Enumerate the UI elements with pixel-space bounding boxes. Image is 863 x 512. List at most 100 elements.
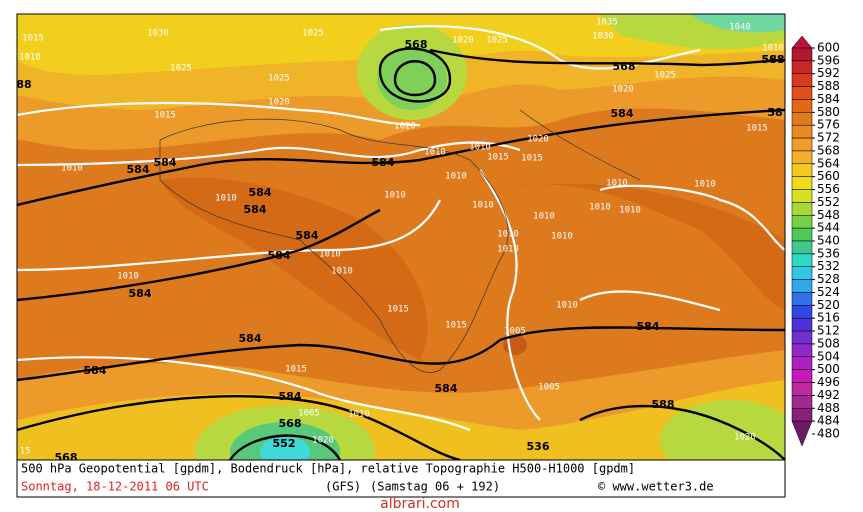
pressure-label: 1010	[331, 267, 353, 277]
geopotential-label: 584	[637, 320, 660, 333]
pressure-label: 1010	[319, 250, 341, 260]
pressure-label: 1015	[445, 321, 467, 331]
legend-label: 488	[817, 401, 840, 415]
isobars	[17, 25, 785, 432]
pressure-label: 1025	[170, 64, 192, 74]
legend-label: 528	[817, 272, 840, 286]
legend-cell	[791, 99, 813, 113]
pressure-label: 1010	[117, 272, 139, 282]
legend-label: 600	[817, 41, 840, 55]
legend-label: 480	[817, 427, 840, 441]
caption-run: (Samstag 06 + 192)	[370, 480, 500, 494]
geopotential-label: 584	[127, 163, 150, 176]
legend-label: 532	[817, 259, 840, 273]
legend-cell	[791, 112, 813, 126]
legend-label: 492	[817, 388, 840, 402]
pressure-label: 1030	[147, 29, 169, 39]
legend-cell	[791, 137, 813, 152]
legend-cell	[791, 60, 813, 74]
pressure-label: 1025	[654, 71, 676, 81]
geopotential-lines	[17, 47, 785, 460]
legend-cell	[791, 227, 813, 242]
pressure-label: 1010	[551, 232, 573, 242]
legend-label: 584	[817, 92, 840, 106]
geopotential-label: 584	[435, 382, 458, 395]
legend-cell	[791, 408, 813, 422]
pressure-label: 1010	[384, 191, 406, 201]
borders	[159, 109, 641, 373]
geopotential-label: 584	[611, 107, 634, 120]
pressure-label: 1035	[596, 18, 618, 28]
pressure-label: 1040	[729, 23, 751, 33]
legend-cell	[791, 266, 813, 280]
pressure-label: 1010	[348, 410, 370, 420]
geopotential-label: 584	[279, 390, 302, 403]
pressure-label: 1010	[19, 53, 41, 63]
legend-label: 580	[817, 105, 840, 119]
legend-label: 504	[817, 349, 840, 363]
legend-label: 524	[817, 285, 840, 299]
geopotential-label: 88	[16, 78, 31, 91]
legend-label: 512	[817, 324, 840, 338]
pressure-label: 1020	[394, 122, 416, 132]
legend-cell	[791, 317, 813, 332]
legend-cell	[791, 47, 813, 62]
geopotential-label: 536	[527, 440, 550, 453]
legend-cap	[791, 420, 813, 447]
legend-label: 560	[817, 169, 840, 183]
legend-label: 536	[817, 246, 840, 260]
pressure-label: 1010	[469, 143, 491, 153]
legend-label: 516	[817, 311, 840, 325]
legend-label: 592	[817, 66, 840, 80]
pressure-label: 1005	[298, 409, 320, 419]
legend-cell	[791, 382, 813, 396]
pressure-label: 1025	[268, 74, 290, 84]
legend-label: 544	[817, 221, 840, 235]
geopotential-label: 568	[405, 38, 428, 51]
geopotential-label: 584	[372, 156, 395, 169]
legend-label: 556	[817, 182, 840, 196]
legend-label: 572	[817, 131, 840, 145]
legend-cell	[791, 343, 813, 358]
pressure-label: 1015	[387, 305, 409, 315]
geopotential-label: 584	[268, 249, 291, 262]
legend-cell	[791, 356, 813, 370]
pressure-label: 1010	[533, 212, 555, 222]
pressure-label: 1015	[285, 365, 307, 375]
legend-cell	[791, 176, 813, 190]
legend-cell	[791, 163, 813, 177]
pressure-label: 1010	[497, 245, 519, 255]
legend-cell	[791, 124, 813, 139]
caption-model: (GFS)	[325, 480, 361, 494]
pressure-label: 1015	[154, 111, 176, 121]
pressure-label: 1010	[589, 203, 611, 213]
caption-source: © www.wetter3.de	[598, 480, 714, 494]
pressure-label: 15	[20, 447, 31, 457]
legend-cell	[791, 279, 813, 293]
pressure-label: 1020	[268, 98, 290, 108]
geopotential-label: 568	[279, 417, 302, 430]
legend-cell	[791, 86, 813, 100]
pressure-label: 1015	[22, 34, 44, 44]
pressure-label: 1010	[424, 148, 446, 158]
caption-box	[16, 459, 786, 498]
legend-cell	[791, 202, 813, 216]
legend-cell	[791, 215, 813, 229]
geopotential-label: 584	[239, 332, 262, 345]
pressure-label: 1010	[762, 44, 784, 54]
geopotential-label: 584	[154, 156, 177, 169]
legend-label: 596	[817, 53, 840, 67]
pressure-label: 1010	[61, 164, 83, 174]
pressure-label: 1005	[504, 327, 526, 337]
geopotential-label: 584	[84, 364, 107, 377]
geopotential-label: 58	[767, 106, 782, 119]
pressure-label: 1010	[606, 179, 628, 189]
legend-cell	[791, 253, 813, 267]
pressure-label: 1010	[497, 230, 519, 240]
pressure-label: 1010	[556, 301, 578, 311]
pressure-label: 1020	[734, 433, 756, 443]
geopotential-label: 584	[244, 203, 267, 216]
legend-label: 496	[817, 375, 840, 389]
map-field	[17, 14, 785, 460]
